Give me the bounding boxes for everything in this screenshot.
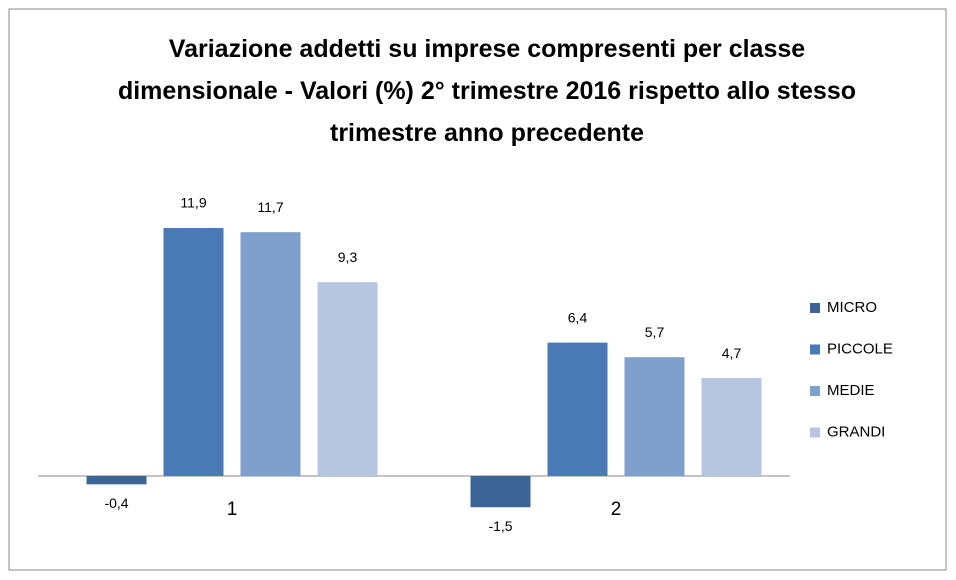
legend-label: GRANDI (827, 423, 885, 440)
data-label: 9,3 (338, 249, 358, 265)
bar (470, 476, 531, 508)
bar (547, 342, 608, 476)
x-tick-label: 1 (227, 499, 238, 520)
data-label: 11,7 (257, 199, 283, 215)
data-label: 11,9 (180, 195, 206, 211)
bar (86, 476, 147, 485)
legend-label: MICRO (827, 299, 877, 316)
bar (240, 232, 301, 476)
legend-swatch (810, 427, 820, 438)
data-label: 6,4 (568, 309, 588, 325)
x-tick-label: 2 (611, 499, 622, 520)
data-label: -1,5 (488, 518, 512, 534)
legend-swatch (810, 344, 820, 355)
data-label: 4,7 (722, 345, 742, 361)
legend-label: MEDIE (827, 382, 875, 399)
chart-title: Variazione addetti su imprese compresent… (117, 35, 857, 147)
legend-swatch (810, 386, 820, 396)
bar (317, 282, 378, 476)
bar (624, 357, 685, 476)
legend-swatch (810, 303, 820, 313)
data-label: -0,4 (104, 495, 128, 511)
data-label: 5,7 (645, 324, 665, 340)
bar (163, 228, 224, 476)
bar (701, 378, 762, 476)
legend-label: PICCOLE (827, 340, 893, 357)
